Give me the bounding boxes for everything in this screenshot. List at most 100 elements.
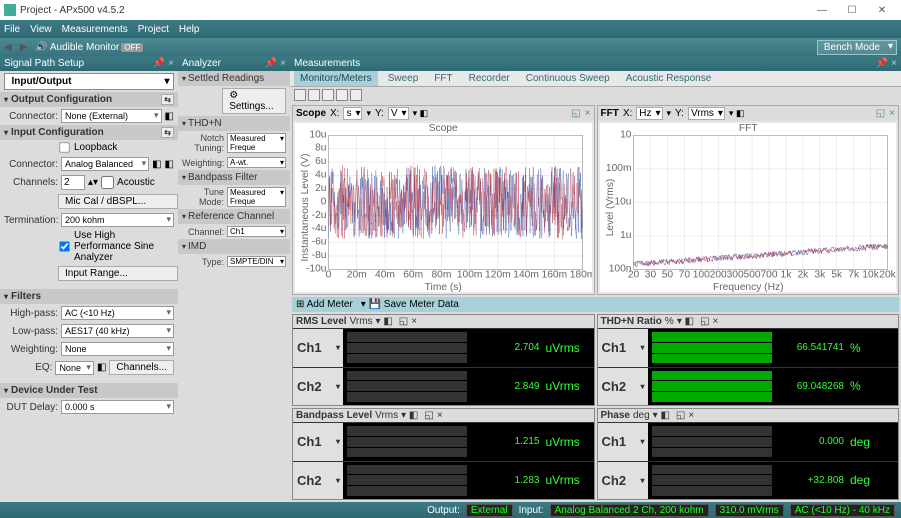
eq-combo[interactable]: None <box>55 361 94 375</box>
svg-text:10u: 10u <box>309 129 326 140</box>
svg-text:6u: 6u <box>315 156 327 167</box>
sec-refch[interactable]: Reference Channel <box>178 209 290 224</box>
svg-text:4u: 4u <box>315 170 327 181</box>
delay-input[interactable]: 0.000 s <box>61 400 174 414</box>
output-connector-combo[interactable]: None (External) <box>61 109 162 123</box>
svg-text:50: 50 <box>661 270 673 281</box>
tb-icon[interactable] <box>294 89 306 101</box>
save-meter-button[interactable]: ▾ 💾 Save Meter Data <box>361 299 459 310</box>
svg-text:200: 200 <box>709 270 726 281</box>
meter-phase: Phase deg ▾ ◧◱× Ch10.000deg Ch2+32.808de… <box>597 408 900 500</box>
svg-text:300: 300 <box>726 270 743 281</box>
audible-monitor[interactable]: 🔊 Audible Monitor OFF <box>35 42 143 53</box>
pin-icon[interactable]: 📌 × <box>153 58 174 69</box>
minimize-button[interactable]: — <box>807 5 837 16</box>
svg-text:-6u: -6u <box>312 237 327 248</box>
meter-rms: RMS Level Vrms ▾ ◧◱× Ch12.704uVrms Ch22.… <box>292 314 595 406</box>
svg-text:180m: 180m <box>570 270 592 281</box>
nav-back-icon[interactable]: ◀ <box>4 42 12 53</box>
svg-text:140m: 140m <box>513 270 539 281</box>
svg-text:10k: 10k <box>862 270 879 281</box>
sec-dut[interactable]: Device Under Test <box>0 383 178 398</box>
menu-file[interactable]: File <box>4 24 20 35</box>
nav-fwd-icon[interactable]: ▶ <box>20 42 28 53</box>
io-button[interactable]: Input/Output <box>4 73 173 90</box>
mode-selector[interactable]: Bench Mode <box>817 40 897 55</box>
svg-text:8u: 8u <box>315 143 327 154</box>
undock-icon[interactable]: ◱ <box>571 108 580 119</box>
svg-text:Frequency (Hz): Frequency (Hz) <box>712 282 783 292</box>
svg-text:Time (s): Time (s) <box>425 282 462 292</box>
eq-edit-icon[interactable]: ◧ <box>97 362 106 373</box>
sec-filters[interactable]: Filters <box>0 289 178 304</box>
svg-text:0: 0 <box>321 196 327 207</box>
fft-plot[interactable]: FFT100n1u10u100m102030507010020030050070… <box>600 123 897 292</box>
channels-button[interactable]: Channels... <box>109 360 174 375</box>
sec-output-config[interactable]: Output Configuration⇆ <box>0 92 178 107</box>
sec-imd[interactable]: IMD <box>178 239 290 254</box>
app-icon <box>4 4 16 16</box>
svg-text:70: 70 <box>678 270 690 281</box>
sec-settled[interactable]: Settled Readings <box>178 71 290 86</box>
awt-combo[interactable]: A-wt. <box>227 157 286 168</box>
menu-measurements[interactable]: Measurements <box>62 24 128 35</box>
channels-input[interactable]: 2 <box>61 175 85 190</box>
settings-button[interactable]: ⚙ Settings... <box>222 88 286 114</box>
sec-thdn[interactable]: THD+N <box>178 116 290 131</box>
svg-text:0: 0 <box>326 270 332 281</box>
measurement-tabs: Monitors/Meters Sweep FFT Recorder Conti… <box>290 71 901 87</box>
svg-text:10u: 10u <box>614 196 631 207</box>
tab-monitors[interactable]: Monitors/Meters <box>294 71 378 86</box>
svg-text:2k: 2k <box>797 270 809 281</box>
menu-project[interactable]: Project <box>138 24 169 35</box>
maximize-button[interactable]: ☐ <box>837 5 867 16</box>
svg-text:500: 500 <box>743 270 760 281</box>
tab-fft[interactable]: FFT <box>428 71 458 86</box>
meter-toolbar: ⊞ Add Meter ▾ 💾 Save Meter Data <box>292 297 899 312</box>
wt-combo[interactable]: None <box>61 342 174 356</box>
scope-plot[interactable]: Scope-10u-8u-6u-4u-2u02u4u6u8u10u020m40m… <box>295 123 592 292</box>
cfg-icon[interactable]: ◧ <box>152 159 161 170</box>
hisine-check[interactable] <box>59 241 69 251</box>
help-icon[interactable]: ◧ <box>165 111 174 122</box>
svg-text:1k: 1k <box>780 270 792 281</box>
tab-recorder[interactable]: Recorder <box>463 71 516 86</box>
svg-text:Scope: Scope <box>429 123 458 134</box>
imd-combo[interactable]: SMPTE/DIN <box>227 256 286 267</box>
status-bar: Output:External Input:Analog Balanced 2 … <box>0 502 901 518</box>
svg-text:1u: 1u <box>620 230 632 241</box>
meter-thd: THD+N Ratio % ▾ ◧◱× Ch166.541741% Ch269.… <box>597 314 900 406</box>
cfg-icon2[interactable]: ◧ <box>165 159 174 170</box>
notch-combo[interactable]: Measured Freque <box>227 133 286 153</box>
window-title: Project - APx500 v4.5.2 <box>20 5 807 16</box>
miccal-button[interactable]: Mic Cal / dBSPL... <box>58 194 178 209</box>
tune-combo[interactable]: Measured Freque <box>227 187 286 207</box>
loopback-check[interactable] <box>59 142 69 152</box>
close-chart-icon[interactable]: × <box>585 108 591 119</box>
svg-text:FFT: FFT <box>738 123 758 134</box>
refch-combo[interactable]: Ch1 <box>227 226 286 237</box>
menu-help[interactable]: Help <box>179 24 200 35</box>
tab-acoustic[interactable]: Acoustic Response <box>620 71 718 86</box>
svg-text:700: 700 <box>760 270 777 281</box>
add-meter-button[interactable]: ⊞ Add Meter <box>296 299 353 310</box>
svg-text:-8u: -8u <box>312 250 327 261</box>
acoustic-check[interactable] <box>101 176 114 189</box>
menu-view[interactable]: View <box>30 24 52 35</box>
tab-sweep[interactable]: Sweep <box>382 71 425 86</box>
sec-input-config[interactable]: Input Configuration⇆ <box>0 125 178 140</box>
tab-contsweep[interactable]: Continuous Sweep <box>520 71 616 86</box>
svg-text:-4u: -4u <box>312 223 327 234</box>
svg-text:20: 20 <box>627 270 639 281</box>
close-button[interactable]: ✕ <box>867 5 897 16</box>
measurements-panel: Measurements📌 × Monitors/Meters Sweep FF… <box>290 56 901 502</box>
meter-bandpass: Bandpass Level Vrms ▾ ◧◱× Ch11.215uVrms … <box>292 408 595 500</box>
input-range-button[interactable]: Input Range... <box>58 266 178 281</box>
termination-combo[interactable]: 200 kohm <box>61 213 174 227</box>
lp-combo[interactable]: AES17 (40 kHz) <box>61 324 174 338</box>
hp-combo[interactable]: AC (<10 Hz) <box>61 306 174 320</box>
sec-bandpass[interactable]: Bandpass Filter <box>178 170 290 185</box>
analyzer-panel: Analyzer📌 × Settled Readings ⚙ Settings.… <box>178 56 290 502</box>
menubar: File View Measurements Project Help <box>0 20 901 38</box>
input-connector-combo[interactable]: Analog Balanced <box>61 157 149 171</box>
